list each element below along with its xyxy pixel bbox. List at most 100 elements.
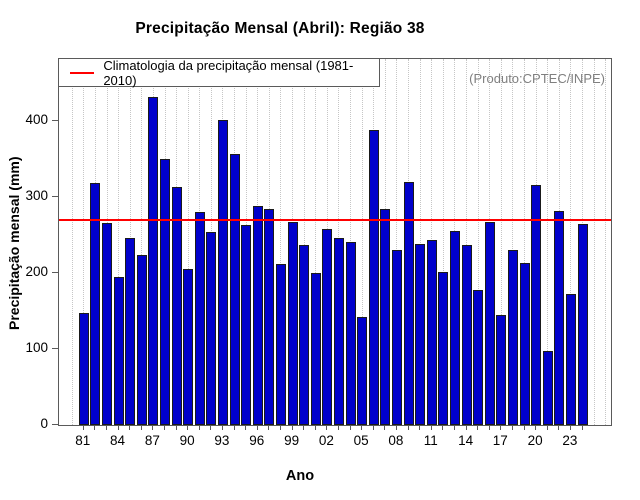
bar-1989 [171, 186, 182, 425]
gridline [280, 59, 282, 425]
bar-1983 [101, 223, 112, 425]
bar-1995 [241, 225, 252, 425]
y-tick-label: 200 [25, 264, 48, 280]
bar-2017 [496, 314, 507, 425]
x-tick [535, 425, 537, 430]
x-tick [140, 425, 142, 430]
gridline [361, 59, 363, 425]
x-tick [523, 425, 525, 430]
gridline [512, 59, 514, 425]
x-tick [488, 425, 490, 430]
bar-2005 [357, 317, 368, 425]
bar-1981 [78, 312, 89, 425]
bar-2009 [403, 182, 414, 425]
gridline [524, 59, 526, 425]
x-tick-label: 05 [353, 433, 369, 448]
bar-1986 [136, 254, 147, 425]
gridline [570, 59, 572, 425]
x-tick-label: 20 [527, 433, 543, 448]
gridline [315, 59, 317, 425]
bar-2018 [507, 249, 518, 425]
bar-1999 [287, 221, 298, 425]
y-tick [52, 196, 58, 198]
x-tick [384, 425, 386, 430]
x-tick-label: 08 [388, 433, 404, 448]
bar-1987 [148, 97, 159, 425]
legend: Climatologia da precipitação mensal (198… [58, 57, 380, 88]
x-tick-label: 02 [318, 433, 334, 448]
x-tick-label: 93 [214, 433, 230, 448]
bar-1993 [217, 119, 228, 425]
bar-2010 [415, 244, 426, 425]
x-tick [106, 425, 107, 430]
x-tick [407, 425, 409, 430]
x-tick [164, 425, 165, 430]
bar-1997 [264, 209, 275, 425]
bar-1990 [183, 268, 194, 425]
bar-1982 [90, 182, 101, 425]
x-tick-label: 99 [284, 433, 300, 448]
x-tick [198, 425, 200, 430]
x-tick-label: 84 [109, 433, 126, 448]
bar-2011 [426, 239, 437, 425]
gridline [547, 59, 549, 425]
y-tick-label: 100 [25, 340, 48, 356]
bar-1988 [159, 159, 170, 425]
y-tick [52, 348, 58, 350]
bar-2014 [461, 245, 472, 425]
x-tick [117, 425, 119, 430]
plot-area: (Produto:CPTEC/INPE) Climatologia da pre… [58, 58, 612, 426]
x-tick [419, 425, 421, 430]
x-tick [361, 425, 363, 430]
bar-2004 [345, 242, 356, 425]
legend-line-sample [70, 71, 95, 74]
legend-label: Climatologia da precipitação mensal (198… [103, 57, 354, 88]
y-tick-label: 400 [25, 112, 48, 128]
x-tick [256, 425, 258, 430]
x-tick [326, 425, 328, 430]
x-tick [221, 425, 223, 430]
bar-2021 [542, 351, 553, 425]
x-tick [581, 425, 583, 430]
gridline [71, 59, 73, 425]
x-tick [129, 425, 131, 430]
x-tick-label: 87 [144, 433, 160, 448]
x-tick [453, 425, 455, 430]
x-tick [94, 425, 96, 430]
gridline [442, 59, 444, 425]
x-tick [558, 425, 560, 430]
x-tick [187, 425, 189, 430]
bar-1985 [125, 238, 136, 425]
bar-1984 [113, 276, 124, 425]
x-tick [245, 425, 247, 430]
x-tick [337, 425, 339, 430]
x-tick-label: 11 [423, 433, 438, 448]
x-tick [430, 425, 432, 430]
bar-1998 [275, 264, 286, 425]
bar-1991 [194, 212, 205, 425]
x-tick-label: 96 [249, 433, 265, 448]
x-tick [477, 425, 479, 430]
bar-2020 [531, 185, 542, 425]
x-tick [175, 425, 177, 430]
x-tick [233, 425, 235, 430]
y-tick [52, 272, 58, 274]
gridline [466, 59, 468, 425]
x-tick [210, 425, 212, 430]
bar-2022 [554, 210, 565, 425]
gridline [419, 59, 421, 425]
chart-title: Precipitação Mensal (Abril): Região 38 [135, 20, 425, 37]
x-tick [303, 425, 305, 430]
bar-2002 [322, 229, 333, 425]
y-tick-label: 0 [40, 416, 48, 431]
gridline [593, 59, 595, 425]
x-tick-label: 23 [562, 433, 578, 448]
x-tick-label: 14 [458, 433, 474, 448]
x-tick [82, 425, 84, 430]
x-tick [279, 425, 281, 430]
bar-2008 [391, 250, 402, 425]
y-tick [52, 424, 58, 425]
bar-2003 [333, 238, 344, 425]
x-tick [395, 425, 397, 430]
bar-1996 [252, 205, 263, 425]
